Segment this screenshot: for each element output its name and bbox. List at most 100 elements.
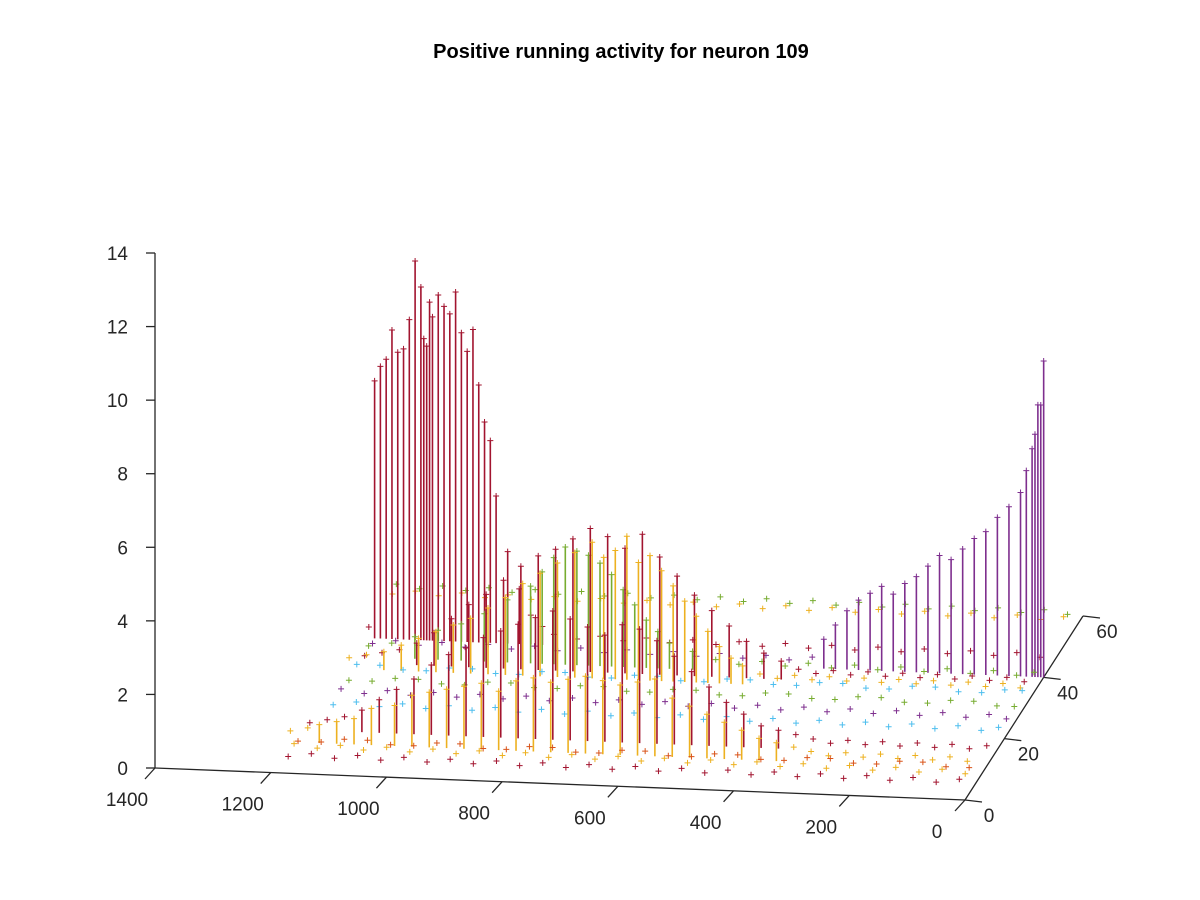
stem-marker — [384, 687, 391, 694]
x-tick-mark — [607, 785, 619, 798]
stem-marker — [967, 610, 974, 617]
stem-marker — [415, 635, 422, 642]
stem-marker — [369, 640, 376, 647]
stem-marker — [426, 299, 433, 306]
stem-marker — [666, 640, 673, 647]
z-tick-label: 0 — [117, 759, 128, 780]
y-tick-mark — [1043, 676, 1061, 680]
x-tick-mark — [723, 790, 735, 803]
stem-marker — [470, 760, 477, 767]
stem-marker — [786, 600, 793, 607]
stem-marker — [406, 748, 413, 755]
stem-marker — [805, 660, 812, 667]
stem-marker — [457, 740, 464, 747]
stem-marker — [595, 750, 602, 757]
stem-marker — [721, 719, 728, 726]
stem-marker — [607, 712, 614, 719]
stem-marker — [308, 750, 315, 757]
stem-marker — [908, 720, 915, 727]
x-tick-mark — [838, 794, 850, 807]
stem-marker — [706, 684, 713, 691]
stem-marker — [493, 758, 500, 765]
stem-marker — [885, 723, 892, 730]
stem-marker — [495, 688, 502, 695]
stem-marker — [986, 711, 993, 718]
stem-marker — [828, 642, 835, 649]
stem-marker — [1003, 674, 1010, 681]
stem-marker — [656, 554, 663, 561]
stem-marker — [728, 655, 735, 662]
stem-marker — [358, 707, 365, 714]
z-tick-label: 12 — [107, 318, 128, 339]
stem-marker — [965, 679, 972, 686]
stem-marker — [851, 662, 858, 669]
stem-marker — [526, 743, 533, 750]
stem-marker — [839, 680, 846, 687]
stem-marker — [475, 381, 482, 388]
stem-marker — [365, 642, 372, 649]
stem-marker — [782, 663, 789, 670]
stem-marker — [982, 528, 989, 535]
stem-marker — [295, 738, 302, 745]
stem-marker — [562, 669, 569, 676]
stem-marker — [847, 671, 854, 678]
stem-marker — [933, 779, 940, 786]
stem-marker — [314, 745, 321, 752]
stem-marker — [538, 706, 545, 713]
stem-marker — [411, 633, 418, 640]
stem-series — [295, 736, 973, 771]
stem-marker — [809, 597, 816, 604]
stem-marker — [408, 692, 415, 699]
stem-marker — [929, 756, 936, 763]
x-tick-mark — [375, 776, 387, 789]
stem-marker — [376, 662, 383, 669]
stem-marker — [947, 697, 954, 704]
stem-series — [285, 750, 963, 786]
stem-marker — [369, 678, 376, 685]
stem-marker — [917, 674, 924, 681]
stem-marker — [855, 597, 862, 604]
stem-marker — [964, 758, 971, 765]
y-tick-label: 20 — [1018, 745, 1039, 766]
stem-marker — [829, 604, 836, 611]
y-tick-label: 0 — [984, 806, 995, 827]
stem-marker — [773, 739, 780, 746]
stem-marker — [601, 632, 608, 639]
stem-marker — [453, 694, 460, 701]
stem-series — [393, 581, 1071, 618]
x-tick-mark — [491, 781, 503, 794]
stem-series — [365, 544, 1037, 679]
stem-marker — [623, 688, 630, 695]
stem-marker — [452, 289, 459, 296]
stem-marker — [597, 560, 604, 567]
stem-marker — [827, 755, 834, 762]
stem-marker — [592, 699, 599, 706]
stem-marker — [851, 646, 858, 653]
stem-marker — [915, 768, 922, 775]
stem-marker — [538, 668, 545, 675]
stem-marker — [642, 748, 649, 755]
stem-marker — [978, 689, 985, 696]
stem-marker — [458, 620, 465, 627]
stem-marker — [700, 678, 707, 685]
stem-marker — [609, 766, 616, 773]
stem-marker — [410, 742, 417, 749]
stem-marker — [899, 670, 906, 677]
stem-marker — [843, 678, 850, 685]
stem-marker — [966, 764, 973, 771]
stem-marker — [429, 746, 436, 753]
stem-marker — [747, 676, 754, 683]
stem-marker — [562, 544, 569, 551]
stem-marker — [763, 595, 770, 602]
z-tick-label: 6 — [117, 538, 128, 559]
stem-marker — [612, 547, 619, 554]
stem-marker — [831, 696, 838, 703]
stem-marker — [758, 722, 765, 729]
stem-marker — [946, 753, 953, 760]
stem-marker — [399, 700, 406, 707]
stem-marker — [465, 601, 472, 608]
x-tick-label: 0 — [932, 822, 943, 843]
stem-marker — [586, 761, 593, 768]
stem-marker — [931, 725, 938, 732]
stem-marker — [855, 693, 862, 700]
